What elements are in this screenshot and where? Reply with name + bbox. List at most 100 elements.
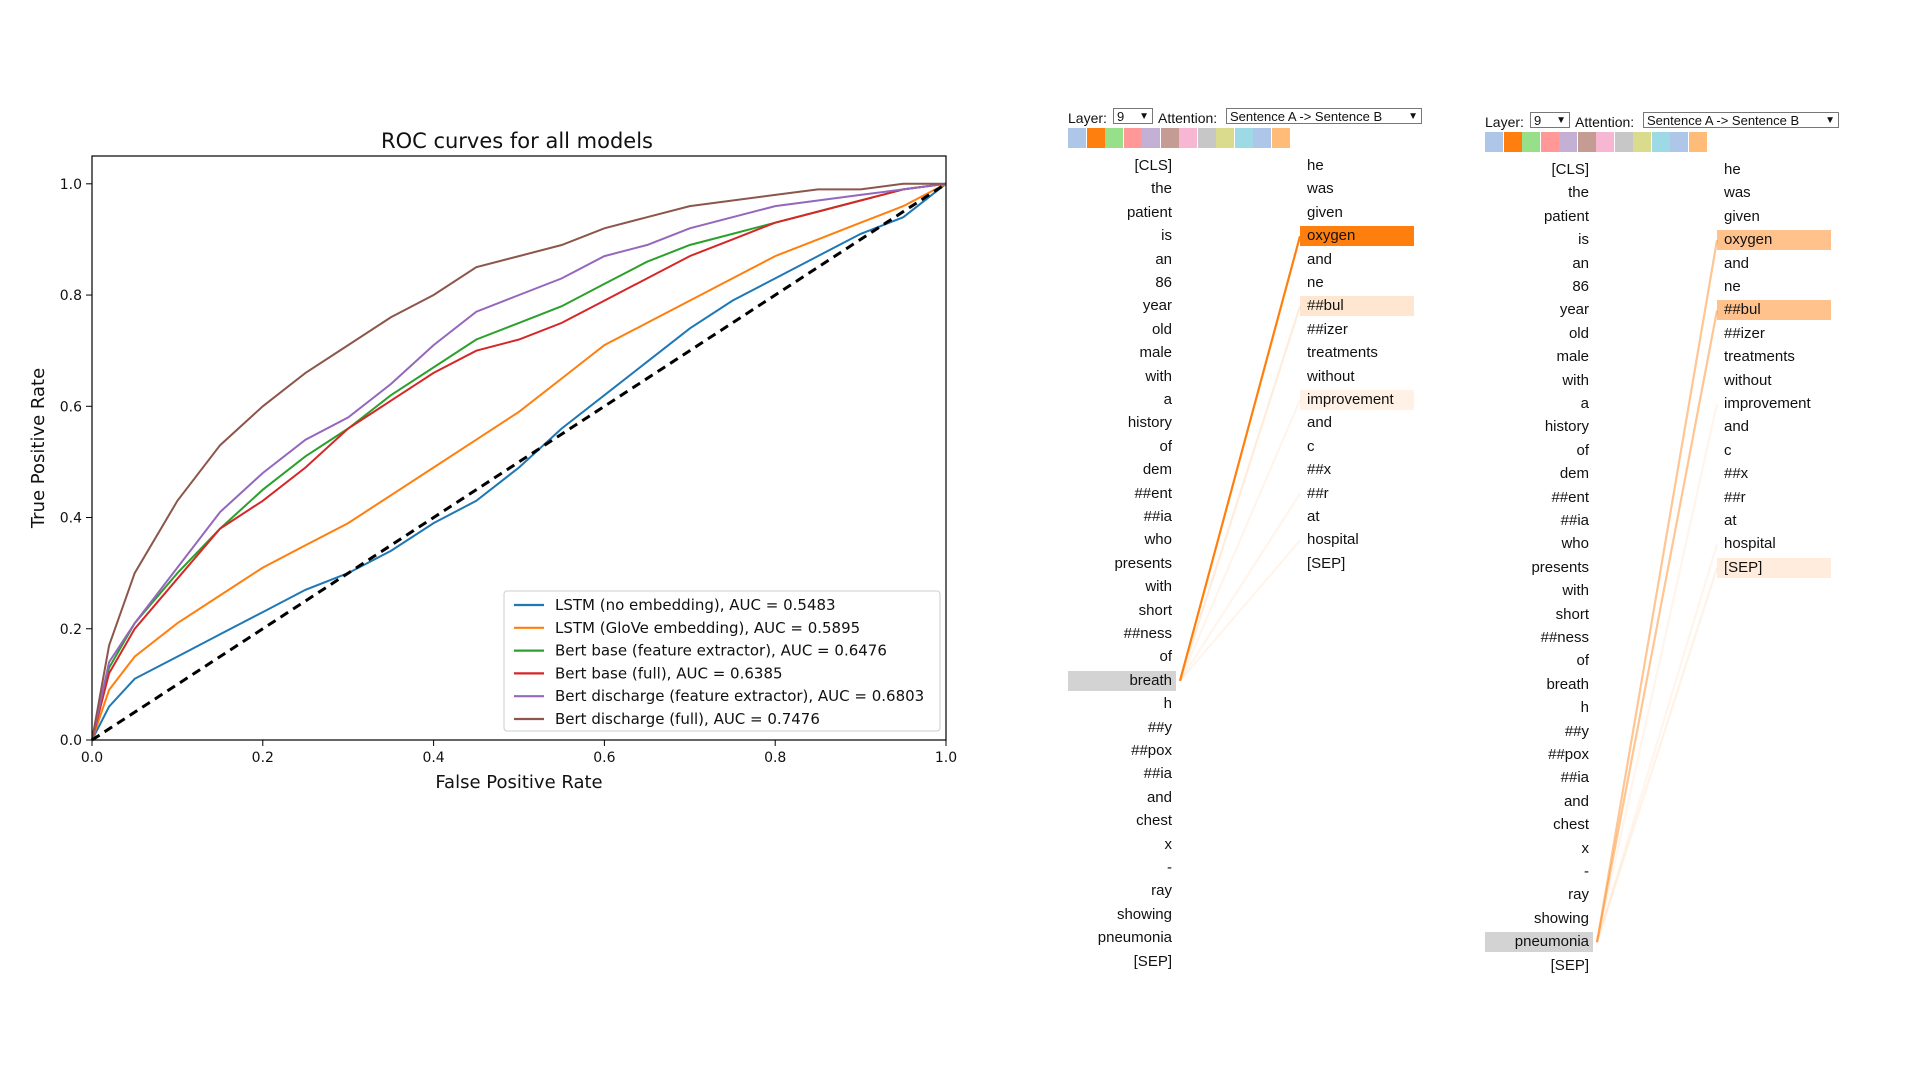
token-b[interactable]: without bbox=[1724, 371, 1772, 389]
token-a[interactable]: a bbox=[1580, 395, 1589, 412]
token-a[interactable]: ##ness bbox=[1123, 625, 1172, 642]
token-b[interactable]: and bbox=[1724, 418, 1750, 436]
token-a[interactable]: ##y bbox=[1147, 718, 1172, 736]
token-b[interactable]: he bbox=[1724, 161, 1741, 178]
token-a[interactable]: [SEP] bbox=[1133, 952, 1172, 970]
token-a[interactable]: an bbox=[1572, 254, 1589, 272]
token-a[interactable]: ##y bbox=[1564, 722, 1589, 740]
token-a[interactable]: 86 bbox=[1572, 278, 1589, 295]
token-b[interactable]: ne bbox=[1724, 278, 1741, 295]
token-a[interactable]: and bbox=[1146, 788, 1172, 806]
head-swatch-2[interactable] bbox=[1522, 132, 1540, 152]
token-b[interactable]: at bbox=[1307, 508, 1320, 525]
head-swatch-5[interactable] bbox=[1577, 132, 1596, 152]
head-swatch-7[interactable] bbox=[1614, 132, 1633, 152]
token-a[interactable]: of bbox=[1576, 652, 1589, 670]
token-a[interactable]: h bbox=[1580, 699, 1589, 717]
token-b[interactable]: c bbox=[1724, 441, 1732, 459]
head-swatch-5[interactable] bbox=[1160, 128, 1179, 148]
token-a[interactable]: pneumonia bbox=[1485, 932, 1593, 953]
head-swatch-0[interactable] bbox=[1068, 128, 1086, 148]
token-a[interactable]: is bbox=[1161, 227, 1172, 245]
token-b[interactable]: and bbox=[1724, 254, 1750, 272]
attention-select[interactable]: Sentence A -> Sentence B ▼ bbox=[1643, 112, 1839, 128]
head-swatch-2[interactable] bbox=[1105, 128, 1123, 148]
attention-select[interactable]: Sentence A -> Sentence B ▼ bbox=[1226, 108, 1422, 124]
token-a[interactable]: chest bbox=[1553, 816, 1589, 834]
token-a[interactable]: year bbox=[1142, 297, 1172, 315]
token-a[interactable]: presents bbox=[1114, 554, 1172, 572]
head-swatch-3[interactable] bbox=[1540, 132, 1559, 152]
token-b[interactable]: ##izer bbox=[1724, 324, 1765, 342]
token-b[interactable]: [SEP] bbox=[1307, 554, 1346, 572]
token-a[interactable]: of bbox=[1159, 437, 1172, 455]
head-swatch-3[interactable] bbox=[1123, 128, 1142, 148]
token-a[interactable]: [CLS] bbox=[1134, 157, 1172, 174]
token-a[interactable]: 86 bbox=[1155, 274, 1172, 291]
token-a[interactable]: x bbox=[1581, 839, 1590, 857]
token-b[interactable]: improvement bbox=[1724, 395, 1811, 412]
token-a[interactable]: pneumonia bbox=[1097, 929, 1172, 947]
token-a[interactable]: presents bbox=[1531, 558, 1589, 576]
token-a[interactable]: breath bbox=[1068, 670, 1176, 691]
token-b[interactable]: and bbox=[1307, 414, 1333, 432]
token-a[interactable]: patient bbox=[1126, 203, 1172, 221]
token-b[interactable]: ##x bbox=[1724, 465, 1749, 483]
head-swatch-1[interactable] bbox=[1503, 132, 1522, 152]
token-a[interactable]: history bbox=[1127, 414, 1172, 432]
token-a[interactable]: ray bbox=[1568, 886, 1589, 904]
token-b[interactable]: given bbox=[1724, 207, 1760, 225]
token-a[interactable]: ray bbox=[1151, 882, 1172, 900]
token-a[interactable]: ##ent bbox=[1551, 488, 1589, 506]
token-a[interactable]: male bbox=[1556, 348, 1589, 366]
head-swatch-4[interactable] bbox=[1142, 128, 1160, 148]
token-b[interactable]: oxygen bbox=[1717, 230, 1831, 251]
head-swatch-7[interactable] bbox=[1197, 128, 1216, 148]
token-a[interactable]: male bbox=[1139, 344, 1172, 362]
token-b[interactable]: ##izer bbox=[1307, 320, 1348, 338]
token-b[interactable]: hospital bbox=[1307, 531, 1359, 549]
token-b[interactable]: he bbox=[1307, 157, 1324, 174]
token-a[interactable]: an bbox=[1155, 250, 1172, 268]
token-b[interactable]: oxygen bbox=[1300, 226, 1414, 247]
head-swatch-10[interactable] bbox=[1670, 132, 1688, 152]
token-b[interactable]: ##x bbox=[1307, 461, 1332, 479]
token-a[interactable]: is bbox=[1578, 231, 1589, 249]
token-a[interactable]: - bbox=[1167, 859, 1172, 876]
head-swatch-1[interactable] bbox=[1086, 128, 1105, 148]
token-a[interactable]: short bbox=[1138, 601, 1172, 619]
token-a[interactable]: with bbox=[1145, 367, 1172, 385]
token-b[interactable]: was bbox=[1307, 180, 1334, 198]
token-a[interactable]: showing bbox=[1116, 905, 1172, 923]
head-swatch-11[interactable] bbox=[1688, 132, 1707, 152]
token-a[interactable]: and bbox=[1563, 792, 1589, 810]
token-a[interactable]: short bbox=[1555, 605, 1589, 623]
token-b[interactable]: and bbox=[1307, 250, 1333, 268]
token-a[interactable]: who bbox=[1561, 535, 1589, 553]
layer-select[interactable]: 9 ▼ bbox=[1113, 108, 1153, 124]
token-a[interactable]: [SEP] bbox=[1550, 956, 1589, 974]
token-a[interactable]: old bbox=[1568, 324, 1589, 342]
token-a[interactable]: ##ia bbox=[1143, 765, 1172, 783]
token-a[interactable]: the bbox=[1568, 184, 1589, 202]
token-b[interactable]: given bbox=[1307, 203, 1343, 221]
token-b[interactable]: c bbox=[1307, 437, 1315, 455]
token-a[interactable]: with bbox=[1145, 578, 1172, 596]
token-b[interactable]: improvement bbox=[1300, 390, 1414, 410]
head-swatch-9[interactable] bbox=[1651, 132, 1670, 152]
token-a[interactable]: [CLS] bbox=[1551, 161, 1589, 178]
token-a[interactable]: ##ent bbox=[1134, 484, 1172, 502]
token-b[interactable]: ##r bbox=[1307, 484, 1329, 502]
head-swatch-11[interactable] bbox=[1271, 128, 1290, 148]
head-swatch-9[interactable] bbox=[1234, 128, 1253, 148]
token-a[interactable]: of bbox=[1576, 441, 1589, 459]
token-a[interactable]: x bbox=[1164, 835, 1173, 853]
token-a[interactable]: ##ia bbox=[1560, 512, 1589, 529]
token-a[interactable]: breath bbox=[1546, 675, 1589, 693]
token-b[interactable]: ne bbox=[1307, 274, 1324, 291]
token-a[interactable]: dem bbox=[1142, 461, 1172, 479]
token-a[interactable]: showing bbox=[1533, 909, 1589, 927]
token-a[interactable]: history bbox=[1544, 418, 1589, 436]
token-a[interactable]: ##ness bbox=[1540, 629, 1589, 646]
token-a[interactable]: ##ia bbox=[1560, 769, 1589, 787]
